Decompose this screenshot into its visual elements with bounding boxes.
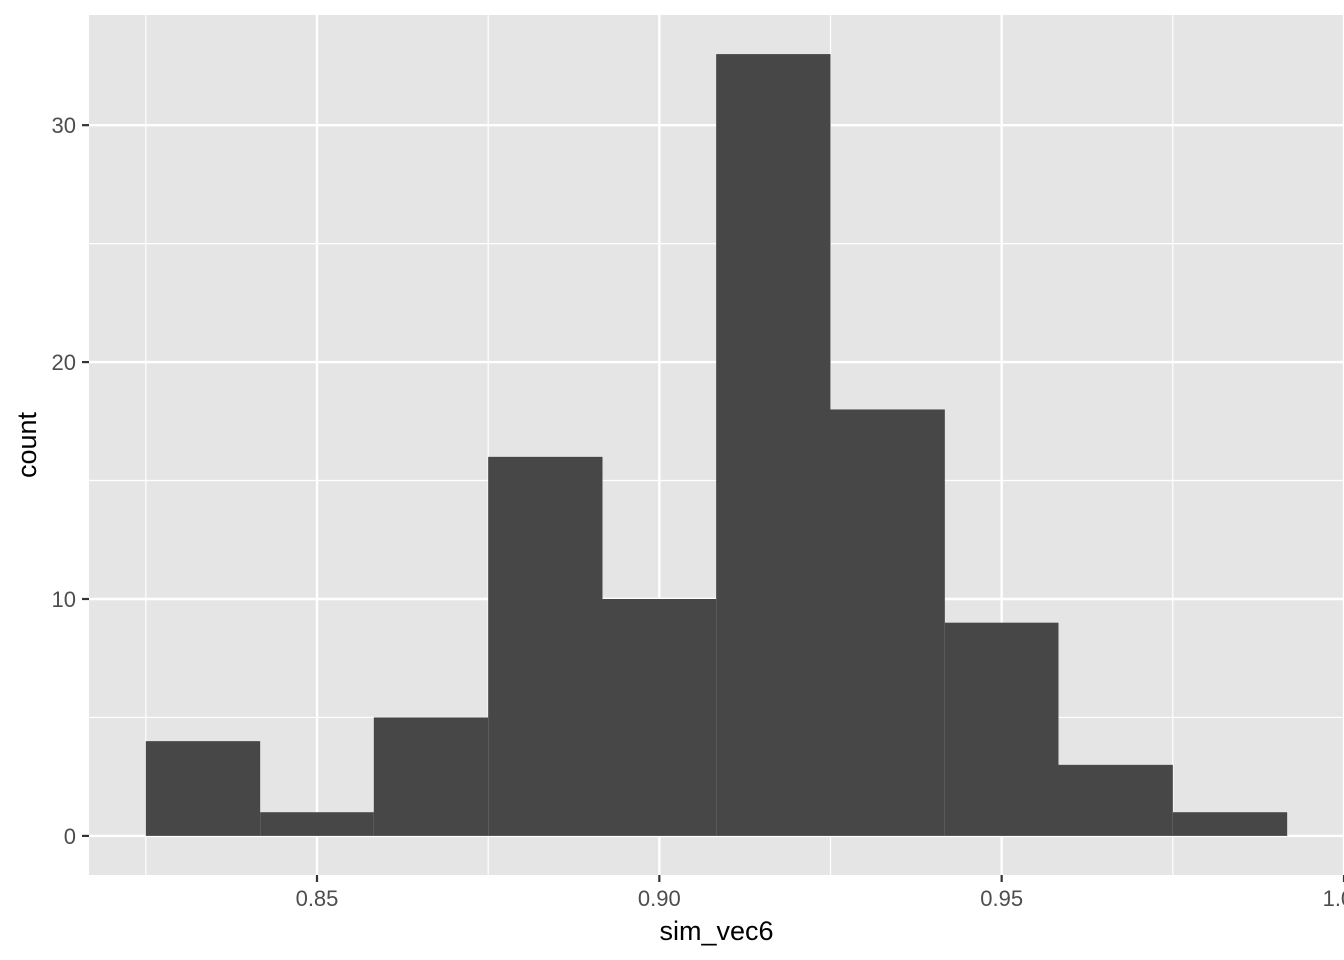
histogram-bar [488, 456, 603, 836]
y-axis-title: count [12, 411, 42, 478]
x-tick-label: 1.00 [1323, 886, 1344, 911]
y-tick-label: 10 [52, 587, 76, 612]
x-tick-label: 0.85 [296, 886, 339, 911]
histogram-bar [944, 622, 1059, 836]
histogram-bar [602, 598, 717, 836]
histogram-bar [1058, 764, 1173, 836]
histogram-bar [1172, 812, 1288, 836]
axes: 0.85 0.90 0.95 1.00 0 10 20 30 [52, 113, 1344, 911]
y-tick-label: 30 [52, 113, 76, 138]
x-tick-label: 0.95 [980, 886, 1023, 911]
x-axis-title: sim_vec6 [659, 916, 773, 946]
x-tick-label: 0.90 [638, 886, 681, 911]
y-tick-label: 0 [64, 824, 76, 849]
histogram-bar [830, 409, 945, 836]
histogram-bar [716, 54, 831, 836]
y-tick-label: 20 [52, 350, 76, 375]
histogram-bars [145, 54, 1288, 836]
histogram-bar [260, 812, 374, 836]
histogram-bar [373, 717, 489, 836]
histogram-bar [145, 741, 261, 836]
